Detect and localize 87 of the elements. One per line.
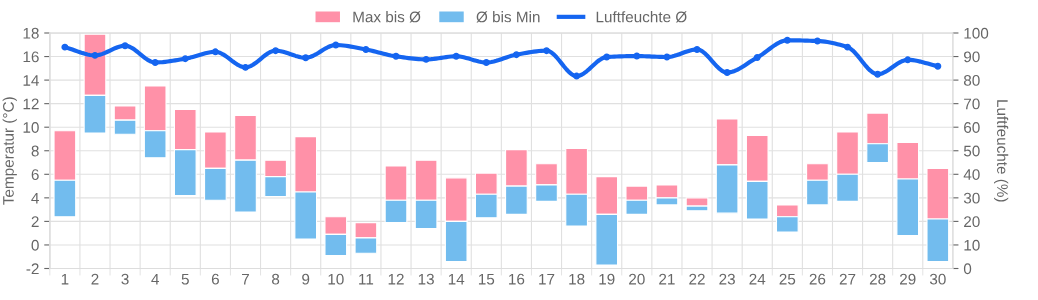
x-tick-label: 24 xyxy=(749,273,766,285)
y2-tick-label: 0 xyxy=(963,263,972,275)
point xyxy=(874,70,882,78)
point xyxy=(844,43,851,51)
y-tick-label: 8 xyxy=(31,145,39,157)
y-axis-title: Temperatur (°C) xyxy=(2,97,17,205)
point xyxy=(934,62,942,70)
point xyxy=(633,52,641,60)
point xyxy=(783,36,791,44)
point xyxy=(151,58,159,66)
x-tick-label: 26 xyxy=(809,273,826,285)
point xyxy=(211,48,219,56)
point xyxy=(723,69,731,77)
y2-tick-label: 100 xyxy=(964,27,989,39)
x-tick-label: 23 xyxy=(719,273,735,285)
point xyxy=(61,43,69,51)
point xyxy=(753,54,761,61)
x-tick-label: 11 xyxy=(359,273,374,285)
y2-tick-label: 20 xyxy=(964,216,980,228)
point xyxy=(663,53,671,61)
x-tick-label: 12 xyxy=(388,273,404,285)
y2-tick-label: 90 xyxy=(964,51,980,63)
point xyxy=(512,51,520,59)
point xyxy=(452,52,460,60)
y-tick-label: 10 xyxy=(23,122,39,133)
point xyxy=(573,72,581,80)
x-tick-label: 13 xyxy=(418,273,434,285)
point xyxy=(242,63,249,71)
point xyxy=(362,46,370,53)
x-tick-label: 29 xyxy=(900,273,916,285)
x-tick-label: 16 xyxy=(509,273,525,285)
y2-tick-label: 70 xyxy=(964,98,980,110)
point xyxy=(422,55,430,63)
point xyxy=(603,53,611,61)
y-tick-label: 2 xyxy=(31,216,39,227)
x-tick-label: 6 xyxy=(211,273,219,285)
x-tick-label: 19 xyxy=(599,273,615,285)
x-tick-label: 4 xyxy=(151,273,159,285)
y-tick-label: -2 xyxy=(26,263,39,275)
y-tick-label: 12 xyxy=(23,98,39,110)
y-tick-label: 16 xyxy=(23,51,39,63)
y2-tick-label: 40 xyxy=(963,169,980,180)
x-tick-label: 7 xyxy=(242,273,249,285)
y2-tick-label: 10 xyxy=(964,239,980,251)
point xyxy=(91,51,99,59)
x-tick-label: 9 xyxy=(302,273,310,285)
x-tick-label: 18 xyxy=(569,273,585,285)
x-tick-label: 15 xyxy=(478,273,495,285)
x-tick-label: 17 xyxy=(539,273,555,285)
y2-tick-label: 50 xyxy=(963,145,980,157)
point xyxy=(302,54,310,62)
x-tick-label: 28 xyxy=(869,273,886,285)
y-tick-label: 18 xyxy=(23,27,39,39)
x-tick-label: 10 xyxy=(328,273,344,285)
legend-label: Luftfeuchte Ø xyxy=(596,11,687,23)
y2-axis-title: Luftfeuchte (%) xyxy=(994,100,1009,202)
legend-label: Ø bis Min xyxy=(476,11,540,23)
x-tick-label: 1 xyxy=(61,273,69,285)
y-tick-label: 4 xyxy=(31,192,39,204)
y2-tick-label: 30 xyxy=(963,192,980,204)
point xyxy=(813,37,821,45)
x-tick-label: 27 xyxy=(839,273,856,285)
x-tick-label: 21 xyxy=(659,273,675,285)
point xyxy=(904,56,912,64)
x-tick-label: 8 xyxy=(272,273,280,285)
x-tick-label: 30 xyxy=(929,273,946,285)
point xyxy=(392,52,400,60)
y-tick-label: 14 xyxy=(23,75,39,86)
x-tick-label: 22 xyxy=(689,273,705,285)
x-tick-label: 14 xyxy=(448,273,465,285)
point xyxy=(332,41,340,49)
x-tick-label: 20 xyxy=(629,273,645,285)
y-tick-label: 0 xyxy=(31,239,39,251)
legend-label: Max bis Ø xyxy=(353,11,421,23)
x-tick-label: 3 xyxy=(121,273,129,285)
point xyxy=(543,47,550,55)
y-tick-label: 6 xyxy=(31,169,39,180)
y2-tick-label: 80 xyxy=(963,74,980,86)
point xyxy=(181,55,189,63)
y2-tick-label: 60 xyxy=(964,122,980,133)
x-tick-label: 5 xyxy=(181,273,189,285)
x-tick-label: 2 xyxy=(91,273,99,285)
point xyxy=(693,46,701,53)
point xyxy=(121,42,129,50)
point xyxy=(482,58,490,66)
x-tick-label: 25 xyxy=(779,273,796,285)
point xyxy=(272,47,280,55)
